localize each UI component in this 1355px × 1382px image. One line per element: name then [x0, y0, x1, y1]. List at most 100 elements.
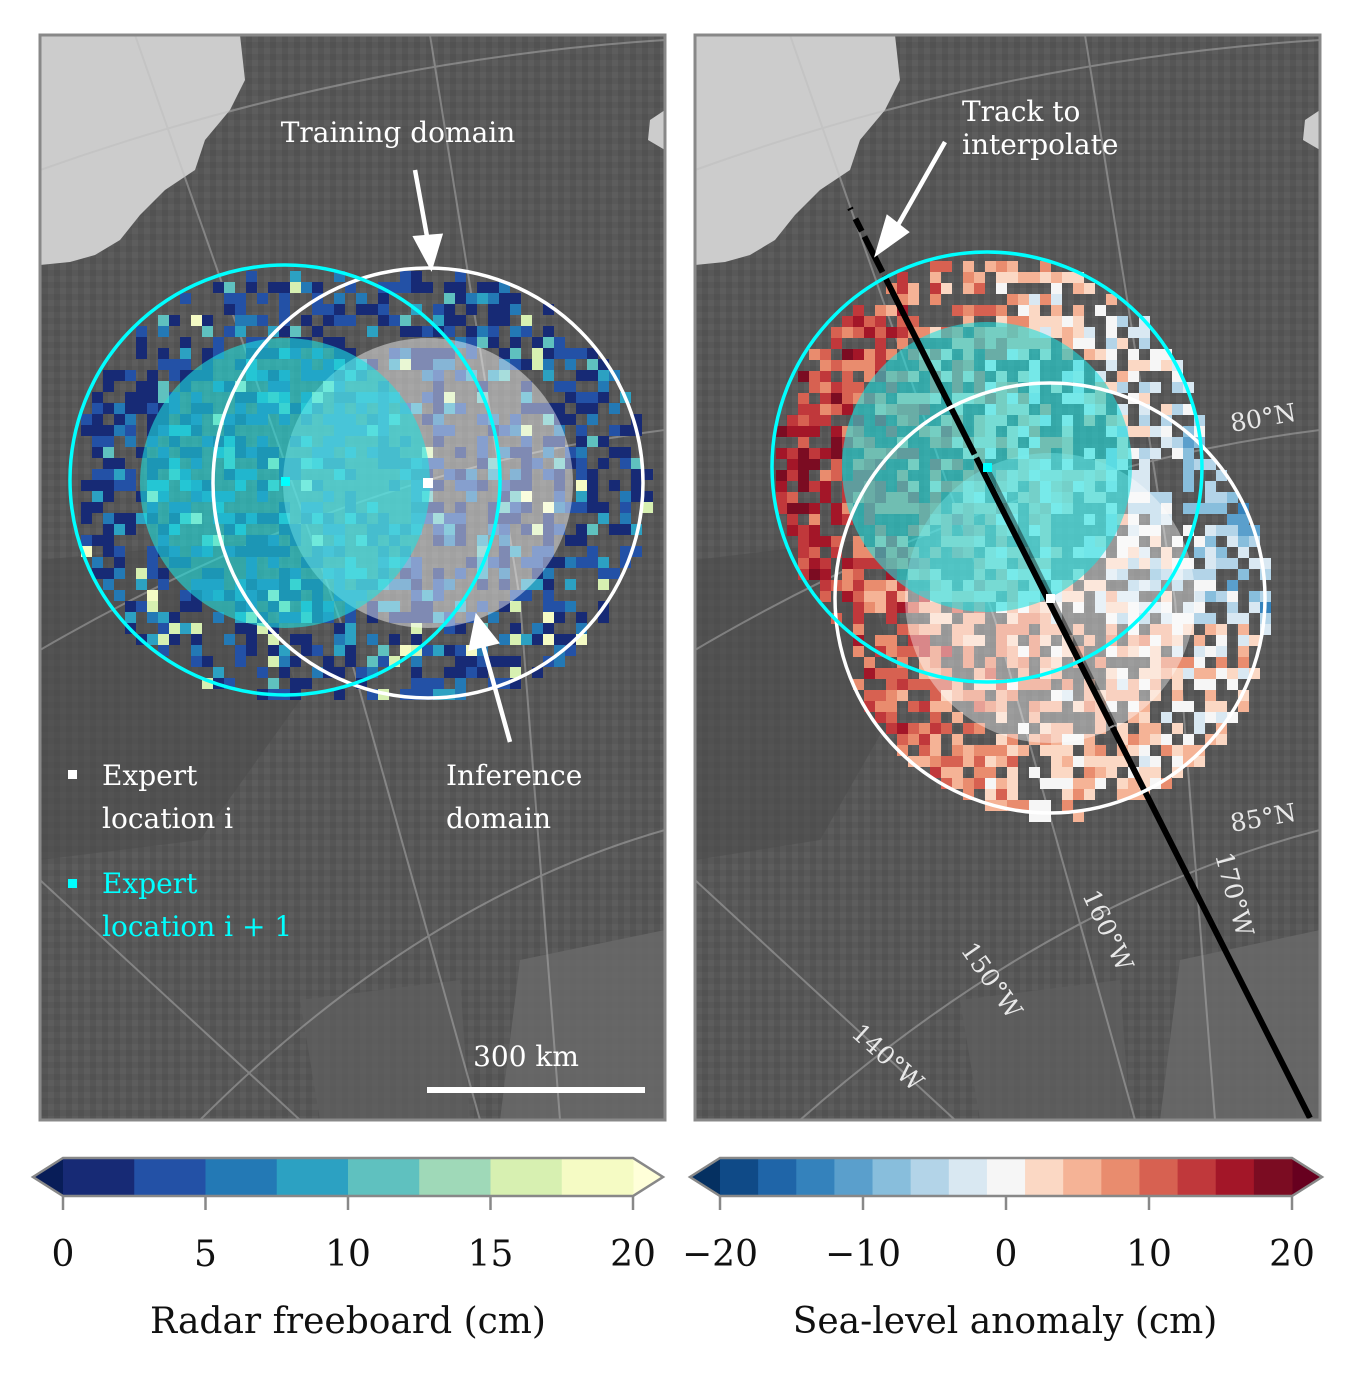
sla-cell — [908, 701, 919, 712]
sla-cell — [974, 756, 985, 767]
colorbar-bin — [872, 1158, 912, 1196]
freeboard-cell — [92, 491, 103, 502]
sla-cell — [974, 723, 985, 734]
freeboard-cell — [598, 579, 609, 590]
freeboard-cell — [114, 590, 125, 601]
sla-cell — [1205, 569, 1216, 580]
freeboard-cell — [510, 601, 521, 612]
freeboard-cell — [147, 403, 158, 414]
sla-cell — [1150, 514, 1161, 525]
sla-cell — [1205, 712, 1216, 723]
freeboard-cell — [345, 612, 356, 623]
sla-cell — [1084, 349, 1095, 360]
freeboard-cell — [433, 689, 444, 700]
freeboard-cell — [191, 315, 202, 326]
freeboard-cell — [433, 535, 444, 546]
sla-cell — [1150, 536, 1161, 547]
sla-cell — [897, 690, 908, 701]
sla-cell — [897, 668, 908, 679]
sla-cell — [1128, 514, 1139, 525]
sla-cell — [1073, 283, 1084, 294]
sla-cell — [787, 503, 798, 514]
sla-cell — [930, 602, 941, 613]
sla-cell — [1183, 481, 1194, 492]
sla-cell — [996, 712, 1007, 723]
sla-cell — [1172, 536, 1183, 547]
freeboard-cell — [169, 623, 180, 634]
sla-cell — [1216, 712, 1227, 723]
freeboard-cell — [389, 348, 400, 359]
freeboard-cell — [213, 667, 224, 678]
colorbar-bin — [419, 1158, 491, 1196]
freeboard-cell — [444, 667, 455, 678]
freeboard-cell — [147, 392, 158, 403]
sla-cell — [1117, 723, 1128, 734]
freeboard-cell — [587, 491, 598, 502]
sla-cell — [963, 646, 974, 657]
sla-cell — [985, 668, 996, 679]
sla-cell — [842, 327, 853, 338]
freeboard-cell — [587, 370, 598, 381]
freeboard-cell — [202, 656, 213, 667]
sla-cell — [853, 569, 864, 580]
freeboard-cell — [268, 645, 279, 656]
graticule — [695, 35, 1320, 1120]
sla-cell — [897, 657, 908, 668]
freeboard-cell — [92, 436, 103, 447]
track-label-line2: interpolate — [962, 128, 1118, 161]
sla-cell — [908, 756, 919, 767]
sla-cell — [1194, 415, 1205, 426]
sla-cell — [886, 580, 897, 591]
freeboard-cell — [191, 656, 202, 667]
freeboard-cell — [532, 557, 543, 568]
sla-cell — [1117, 602, 1128, 613]
sla-cell — [985, 679, 996, 690]
inference-domain-label-line2: domain — [446, 802, 551, 835]
sla-cell — [1051, 624, 1062, 635]
freeboard-cell — [125, 414, 136, 425]
freeboard-cell — [444, 524, 455, 535]
colorbar-bin — [1063, 1158, 1102, 1196]
freeboard-cell — [444, 579, 455, 590]
sla-cell — [1051, 283, 1062, 294]
sla-cell — [842, 580, 853, 591]
freeboard-cell — [202, 326, 213, 337]
sla-cell — [1161, 426, 1172, 437]
sla-cell — [1238, 536, 1249, 547]
colorbar-bin — [205, 1158, 278, 1196]
freeboard-cell — [147, 612, 158, 623]
freeboard-cell — [422, 392, 433, 403]
sla-cell — [1040, 778, 1051, 789]
freeboard-cell — [422, 513, 433, 524]
sla-cell — [1172, 723, 1183, 734]
sla-cell — [853, 613, 864, 624]
freeboard-cell — [620, 546, 631, 557]
freeboard-cell — [422, 612, 433, 623]
freeboard-cell — [587, 414, 598, 425]
freeboard-cell — [587, 524, 598, 535]
sla-cell — [842, 316, 853, 327]
sla-cell — [1117, 734, 1128, 745]
sla-cell — [831, 327, 842, 338]
sla-cell — [1018, 646, 1029, 657]
sla-cell — [1194, 547, 1205, 558]
freeboard-cell — [433, 678, 444, 689]
freeboard-cell — [114, 568, 125, 579]
sla-cell — [1139, 404, 1150, 415]
sla-cell — [820, 580, 831, 591]
freeboard-cell — [400, 645, 411, 656]
freeboard-cell — [433, 304, 444, 315]
freeboard-cell — [532, 403, 543, 414]
freeboard-cell — [543, 535, 554, 546]
sla-cell — [1095, 580, 1106, 591]
sla-cell — [1106, 349, 1117, 360]
colorbar-bin — [758, 1158, 797, 1196]
legend-expert-i1-line1: Expert — [102, 867, 198, 900]
sla-cell — [1194, 723, 1205, 734]
sla-cell — [1216, 701, 1227, 712]
freeboard-cell — [103, 403, 114, 414]
freeboard-cell — [114, 458, 125, 469]
sla-cell — [952, 756, 963, 767]
sla-cell — [864, 690, 875, 701]
freeboard-cell — [598, 513, 609, 524]
